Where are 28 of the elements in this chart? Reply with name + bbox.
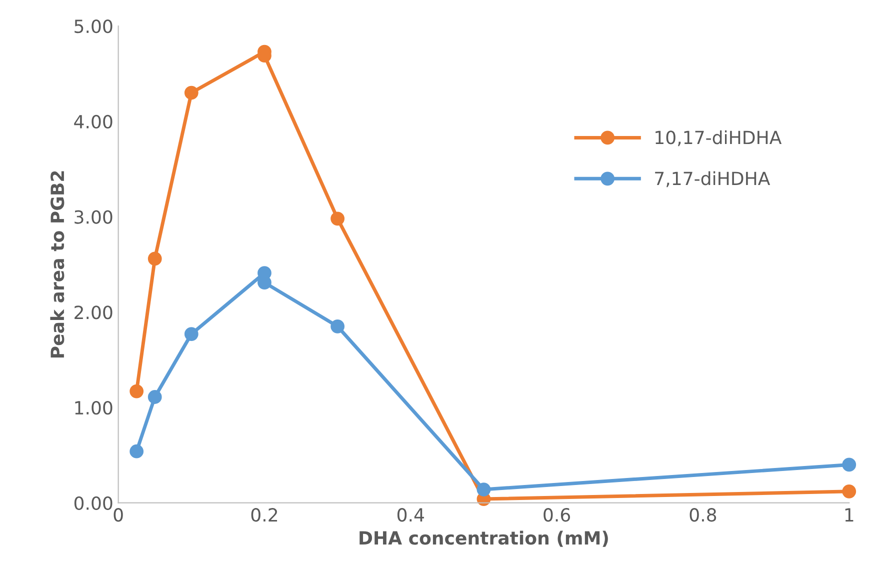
point (330, 212, 345, 226)
legend-label: 7,17-diHDHA (655, 171, 770, 188)
x-tick-label: 0.4 (397, 508, 424, 522)
point (476, 482, 491, 496)
point (258, 276, 272, 290)
point (842, 484, 856, 498)
point (184, 86, 198, 100)
point (130, 444, 144, 458)
point (130, 384, 144, 398)
point (148, 390, 162, 404)
y-axis-title: Peak area to PGB2 (50, 171, 64, 358)
x-tick-label: 0 (114, 508, 123, 522)
x-tick-label: 1 (845, 508, 854, 522)
legend-label: 10,17-diHDHA (656, 130, 782, 146)
y-tick-label: 0.00 (74, 496, 112, 510)
y-tick-label: 4.00 (74, 114, 112, 128)
y-tick-label: 3.00 (74, 210, 112, 224)
point (330, 319, 345, 334)
x-tick-label: 0.2 (251, 508, 278, 522)
point (184, 327, 198, 341)
y-tick-label: 1.00 (75, 400, 112, 415)
y-tick-label: 2.00 (74, 306, 112, 320)
x-tick-label: 0.6 (544, 508, 570, 522)
point (842, 458, 856, 472)
point (148, 252, 162, 266)
x-axis-title: DHA concentration (mM) (360, 530, 608, 547)
y-tick-label: 5.00 (74, 19, 112, 34)
x-tick-label: 0.8 (690, 508, 716, 522)
